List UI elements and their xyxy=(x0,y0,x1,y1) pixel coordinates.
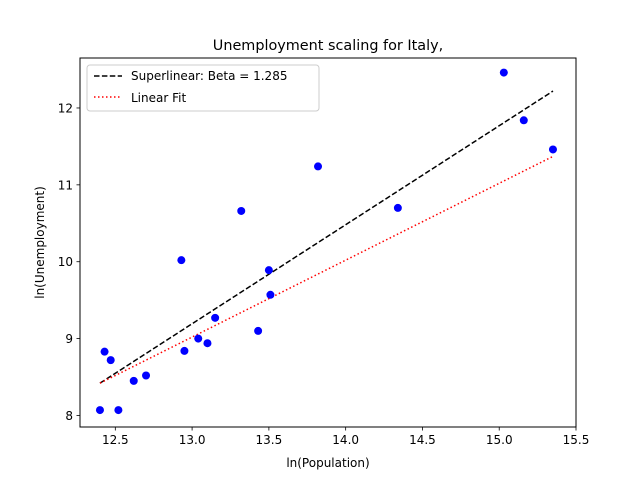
data-point xyxy=(129,376,138,385)
legend-superlinear-label: Superlinear: Beta = 1.285 xyxy=(131,69,287,83)
data-point xyxy=(180,346,189,355)
x-tick-label: 12.5 xyxy=(102,433,129,447)
legend-linear-label: Linear Fit xyxy=(131,91,186,105)
data-point xyxy=(519,116,528,125)
data-point xyxy=(106,356,115,365)
data-point xyxy=(194,334,203,343)
data-point xyxy=(264,266,273,275)
data-point xyxy=(100,347,109,356)
x-tick-label: 15.0 xyxy=(486,433,513,447)
data-point xyxy=(114,406,123,415)
x-axis-label: ln(Population) xyxy=(286,456,369,470)
y-tick-label: 8 xyxy=(65,409,73,423)
legend: Superlinear: Beta = 1.285 Linear Fit xyxy=(86,64,320,112)
data-point xyxy=(266,290,275,299)
data-point xyxy=(393,203,402,212)
data-point xyxy=(314,162,323,171)
legend-box xyxy=(86,64,320,112)
data-point xyxy=(211,313,220,322)
superlinear-fit-line xyxy=(99,90,554,384)
x-tick-label: 13.5 xyxy=(256,433,283,447)
y-tick-label: 11 xyxy=(58,178,73,192)
y-tick-label: 10 xyxy=(58,255,73,269)
y-tick-label: 12 xyxy=(58,101,73,115)
chart-title: Unemployment scaling for Italy, xyxy=(213,38,443,54)
data-point xyxy=(499,68,508,77)
plot-area: 12.5 13.0 13.5 14.0 14.5 15.0 15.5 8 9 10 11 12 xyxy=(58,68,590,447)
data-point xyxy=(254,326,263,335)
data-point xyxy=(142,371,151,380)
x-tick-label: 14.5 xyxy=(409,433,436,447)
x-tick-label: 15.5 xyxy=(563,433,590,447)
data-point xyxy=(237,206,246,215)
data-point xyxy=(95,406,104,415)
data-point xyxy=(177,256,186,265)
x-tick-label: 13.0 xyxy=(179,433,206,447)
y-axis-label: ln(Unemployment) xyxy=(33,186,47,299)
y-tick-label: 9 xyxy=(65,332,73,346)
linear-fit-line xyxy=(99,155,554,384)
data-point xyxy=(203,339,212,348)
x-tick-label: 14.0 xyxy=(332,433,359,447)
plot-frame xyxy=(79,57,577,428)
data-point xyxy=(548,145,557,154)
